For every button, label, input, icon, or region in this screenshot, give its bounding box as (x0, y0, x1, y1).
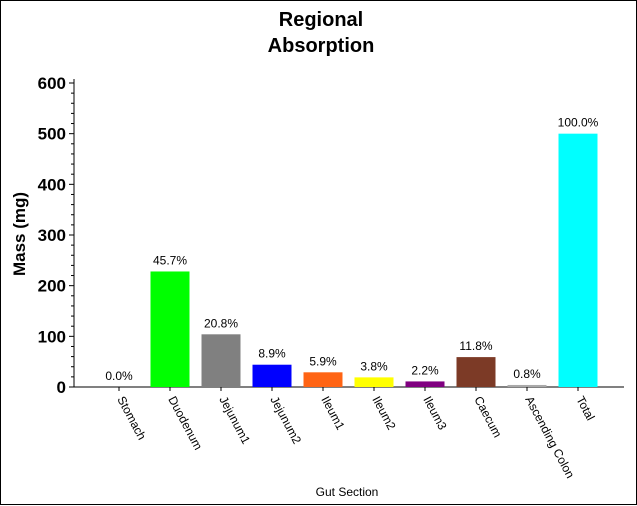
data-label: 0.0% (105, 369, 133, 383)
x-tick-label: Total (573, 394, 597, 423)
data-label: 8.9% (258, 347, 286, 361)
data-label: 100.0% (558, 116, 599, 130)
x-tick-label: Jejunum2 (267, 394, 304, 447)
data-label: 3.8% (360, 359, 388, 373)
y-tick-label: 0 (57, 378, 66, 397)
y-tick-label: 200 (38, 277, 66, 296)
x-tick-label: Ileum2 (369, 394, 398, 433)
data-label: 5.9% (309, 354, 337, 368)
x-ticks: Stomach Duodenum Jejunum1 Jejunum2 Ileum1 Ile… (114, 387, 598, 481)
y-tick-label: 600 (38, 74, 66, 93)
bar-ascending-colon (507, 384, 547, 387)
x-tick-label: Duodenum (165, 394, 205, 452)
bar-caecum (456, 357, 496, 387)
bar-duodenum (150, 271, 190, 387)
y-axis-label: Mass (mg) (10, 192, 29, 276)
bars (150, 133, 598, 387)
data-label: 2.2% (411, 363, 439, 377)
chart-title-line-2: Absorption (268, 35, 375, 57)
x-tick-label: Stomach (114, 394, 149, 442)
data-label: 11.8% (459, 339, 492, 353)
y-ticks: 0 100 200 300 400 500 600 (38, 74, 74, 397)
y-tick-label: 400 (38, 175, 66, 194)
x-tick-label: Ileum1 (318, 394, 347, 433)
bar-jejunum2 (252, 364, 292, 387)
bar-ileum3 (405, 381, 445, 387)
x-tick-label: Caecum (471, 394, 504, 440)
y-tick-label: 500 (38, 125, 66, 144)
data-label: 0.8% (513, 367, 541, 381)
chart-title-line-1: Regional (279, 9, 363, 31)
x-tick-label: Ascending Colon (522, 394, 577, 481)
bar-jejunum1 (201, 334, 241, 387)
x-tick-label: Ileum3 (420, 394, 449, 433)
data-label: 45.7% (153, 253, 187, 267)
y-tick-label: 100 (38, 327, 66, 346)
x-tick-label: Jejunum1 (216, 394, 253, 447)
bar-ileum1 (303, 372, 343, 387)
x-axis-label: Gut Section (316, 485, 379, 499)
y-tick-label: 300 (38, 226, 66, 245)
data-labels: 0.0% 45.7% 20.8% 8.9% 5.9% 3.8% 2.2% 11.8% 0.8% 1… (105, 116, 598, 383)
bar-total (558, 133, 598, 387)
bar-ileum2 (354, 377, 394, 387)
data-label: 20.8% (204, 316, 238, 330)
